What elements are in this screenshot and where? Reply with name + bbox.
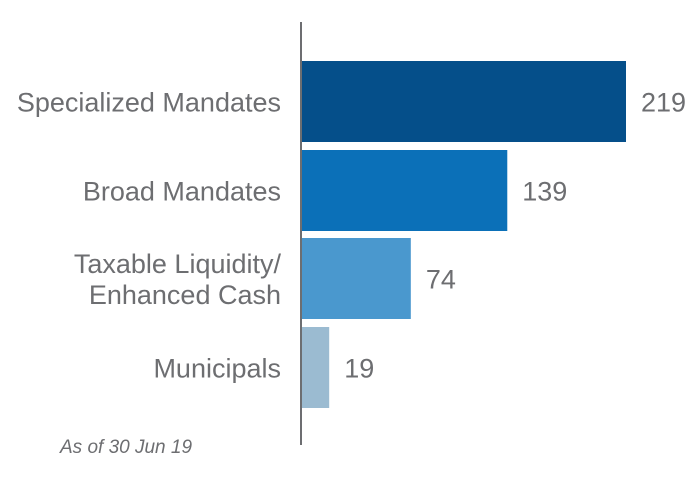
category-label-0-line-0: Specialized Mandates <box>17 88 281 118</box>
value-label-2: 74 <box>426 265 456 295</box>
value-label-3: 19 <box>344 354 374 384</box>
category-labels-group: Specialized Mandates Broad Mandates Taxabl… <box>17 88 282 384</box>
category-label-2-line-0: Taxable Liquidity/ <box>74 249 282 279</box>
bar-2 <box>301 238 411 319</box>
category-label-3-line-0: Municipals <box>153 354 281 384</box>
bar-0 <box>301 61 626 142</box>
value-label-0: 219 <box>641 88 686 118</box>
value-label-1: 139 <box>522 177 567 207</box>
bars-group <box>301 61 626 408</box>
bar-3 <box>301 327 330 408</box>
bar-1 <box>301 150 508 231</box>
as-of-date-note: As of 30 Jun 19 <box>60 437 193 458</box>
category-label-2-line-1: Enhanced Cash <box>89 280 281 310</box>
category-label-1-line-0: Broad Mandates <box>83 177 281 207</box>
value-labels-group: 219 139 74 19 <box>344 88 686 384</box>
